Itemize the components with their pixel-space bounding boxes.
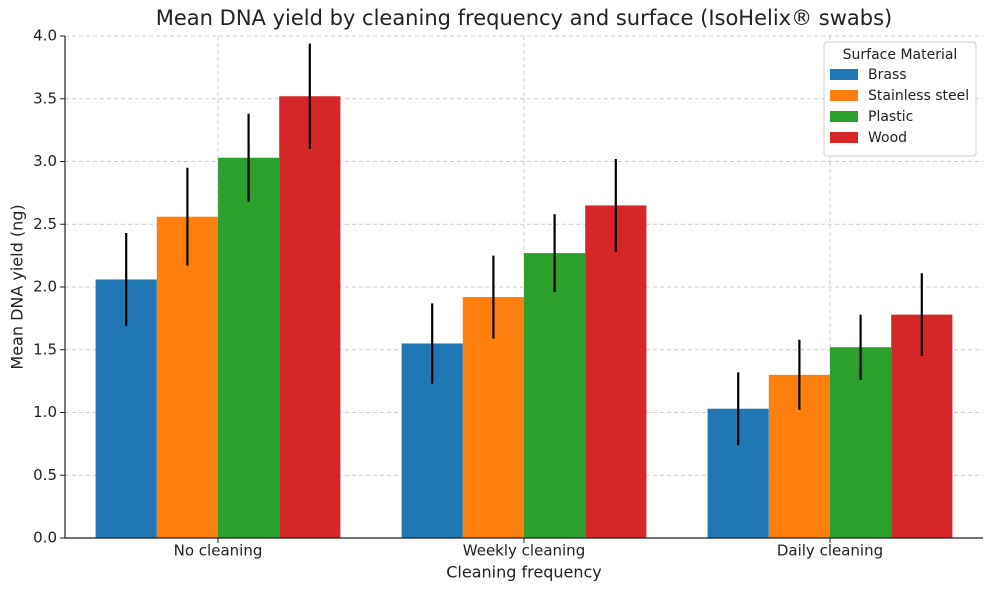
legend-label: Brass: [868, 67, 907, 83]
bar: [524, 253, 586, 539]
legend-swatch: [830, 90, 858, 101]
legend-swatch: [830, 111, 858, 122]
y-tick-label: 3.5: [33, 89, 57, 107]
legend-swatch: [830, 69, 858, 80]
y-tick-label: 2.0: [33, 278, 57, 296]
bar: [585, 205, 647, 539]
legend-swatch: [830, 132, 858, 143]
legend-title: Surface Material: [843, 47, 958, 63]
y-axis-label: Mean DNA yield (ng): [8, 204, 27, 369]
bar: [218, 157, 280, 539]
legend-label: Plastic: [868, 109, 913, 125]
y-tick-label: 1.5: [33, 340, 57, 358]
axes: [64, 36, 983, 539]
legend-label: Wood: [868, 130, 907, 146]
x-tick-label: Weekly cleaning: [463, 542, 585, 560]
y-tick-label: 4.0: [33, 27, 57, 45]
bar: [156, 216, 218, 538]
y-tick-label: 2.5: [33, 215, 57, 233]
legend-box: [823, 41, 977, 157]
legend-label: Stainless steel: [868, 88, 969, 104]
y-tick-label: 1.0: [33, 403, 57, 421]
y-tick-label: 0.5: [33, 466, 57, 484]
bar: [279, 96, 341, 539]
x-tick-label: No cleaning: [174, 542, 263, 560]
x-axis-label: Cleaning frequency: [446, 563, 601, 582]
y-tick-label: 0.0: [33, 529, 57, 547]
chart-title: Mean DNA yield by cleaning frequency and…: [156, 6, 892, 30]
x-tick-label: Daily cleaning: [777, 542, 883, 560]
y-tick-label: 3.0: [33, 152, 57, 170]
